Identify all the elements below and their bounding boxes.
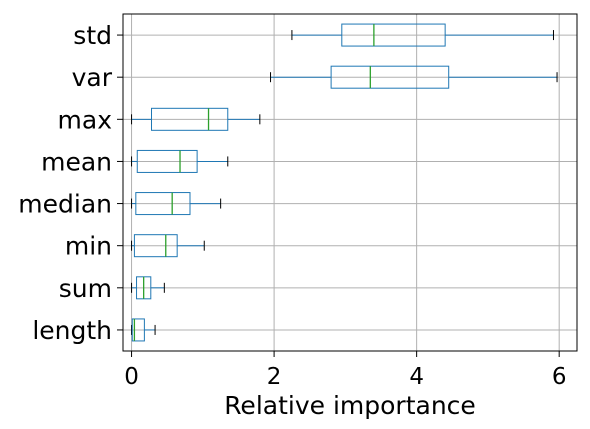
box-var [270,65,558,89]
y-tick-label: median [18,190,112,219]
x-tick-label: 4 [409,364,424,390]
plot-area-frame [122,13,578,352]
y-tick-label: mean [41,147,112,176]
y-axis-ticks: std var max mean median min sum length [18,21,123,345]
boxes-layer [131,23,558,342]
box-sum [131,276,165,300]
iqr-box [341,23,446,47]
x-tick-label: 2 [267,364,282,390]
iqr-box [151,107,229,131]
grid-layer [123,14,577,351]
box-max [131,107,261,131]
iqr-box [136,149,198,173]
x-tick-label: 0 [124,364,139,390]
box-mean [131,149,229,173]
box-std [291,23,554,47]
x-tick-label: 6 [552,364,567,390]
box-length [131,318,156,342]
box-median [131,192,222,216]
y-tick-label: min [65,232,112,261]
y-tick-label: std [73,21,112,50]
x-axis-label: Relative importance [224,391,476,420]
y-tick-label: max [58,105,112,134]
y-tick-label: length [32,316,112,345]
box-min [131,234,205,258]
y-tick-label: sum [59,274,112,303]
x-axis-ticks: 0 2 4 6 [124,351,567,390]
iqr-box [133,234,178,258]
iqr-box [131,318,145,342]
y-tick-label: var [72,63,113,92]
iqr-box [135,192,191,216]
iqr-box [330,65,450,89]
